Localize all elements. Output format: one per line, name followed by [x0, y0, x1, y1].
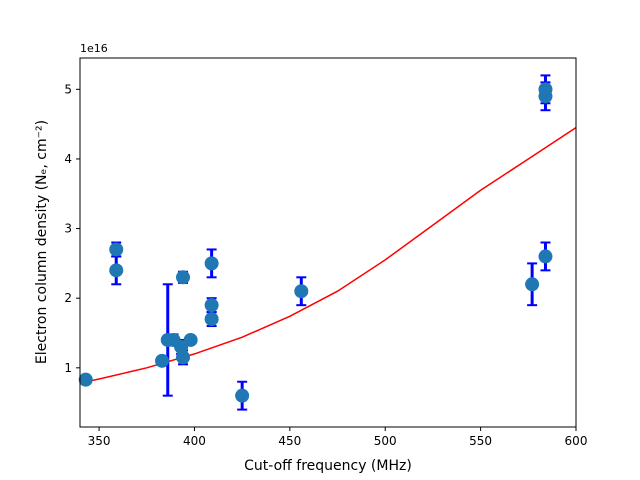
point-layer [78, 82, 553, 403]
data-point [155, 353, 170, 368]
data-point [204, 256, 219, 271]
data-point [176, 350, 191, 365]
x-axis-label: Cut-off frequency (MHz) [244, 458, 412, 474]
plot-background [80, 58, 576, 427]
data-point [78, 372, 93, 387]
data-point [525, 277, 540, 292]
data-point [109, 242, 124, 257]
y-tick-label: 2 [64, 291, 72, 305]
y-axis-ticks: 1 2 3 4 5 [64, 82, 80, 375]
data-point [538, 249, 553, 264]
x-tick-label: 500 [374, 434, 397, 448]
y-tick-label: 4 [64, 152, 72, 166]
y-offset-label: 1e16 [80, 42, 108, 55]
y-tick-label: 5 [64, 82, 72, 96]
data-point [204, 298, 219, 313]
fit-curve [79, 126, 577, 384]
data-point [204, 312, 219, 327]
data-point [109, 263, 124, 278]
y-axis-label: Electron column density (Nₑ, cm⁻²) [34, 120, 50, 364]
x-tick-label: 600 [565, 434, 588, 448]
x-tick-label: 550 [469, 434, 492, 448]
data-point [176, 270, 191, 285]
data-point [183, 332, 198, 347]
x-tick-label: 350 [88, 434, 111, 448]
data-point [538, 82, 553, 97]
x-tick-label: 400 [183, 434, 206, 448]
y-tick-label: 3 [64, 222, 72, 236]
data-point [294, 284, 309, 299]
y-tick-label: 1 [64, 361, 72, 375]
data-point [235, 388, 250, 403]
x-axis-ticks: 350 400 450 500 550 600 [88, 427, 588, 448]
x-tick-label: 450 [278, 434, 301, 448]
fit-layer [79, 126, 577, 384]
plot-frame [79, 57, 577, 428]
